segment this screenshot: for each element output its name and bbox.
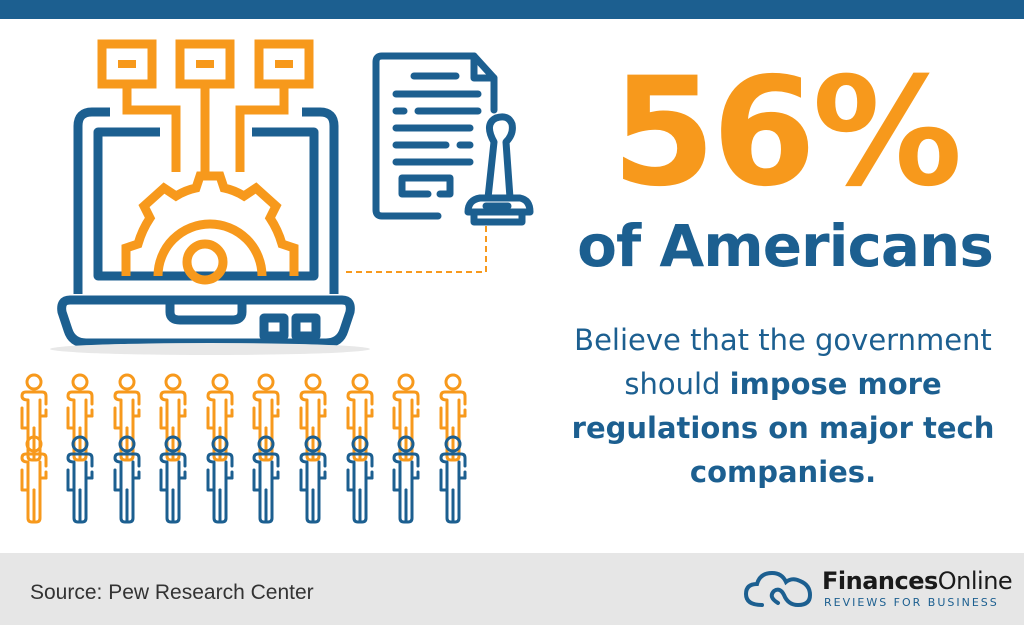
person-icon <box>20 373 48 462</box>
document-icon <box>372 52 498 220</box>
headline-percentage: 56% <box>611 46 962 220</box>
gear-icon <box>121 171 299 285</box>
person-icon <box>439 373 467 462</box>
footer: Source: Pew Research Center FinancesOnli… <box>0 553 1024 625</box>
person-icon <box>206 435 234 524</box>
brand-name: FinancesOnline <box>822 567 1013 595</box>
brand-light: Online <box>937 567 1013 595</box>
source-citation: Source: Pew Research Center <box>30 581 314 604</box>
person-icon <box>252 435 280 524</box>
desc-line-4: companies. <box>548 450 1018 494</box>
network-nodes-icon <box>97 39 314 172</box>
desc-bold: regulations on major tech <box>571 411 995 445</box>
person-icon <box>299 435 327 524</box>
person-icon <box>159 435 187 524</box>
person-icon-partial <box>66 435 94 524</box>
desc-bold: companies. <box>689 455 877 489</box>
person-icon <box>392 435 420 524</box>
person-icon <box>346 435 374 524</box>
people-pictograph <box>20 373 467 524</box>
desc-bold: impose more <box>729 367 942 401</box>
cloud-logo-icon <box>743 570 813 608</box>
tech-regulation-illustration <box>50 39 534 355</box>
desc-line-3: regulations on major tech <box>548 406 1018 450</box>
brand-bold: Finances <box>822 567 938 595</box>
person-icon <box>299 373 327 462</box>
headline-block: 56% of Americans <box>560 58 1010 278</box>
stat-description: Believe that the government should impos… <box>548 318 1018 494</box>
person-icon <box>159 373 187 462</box>
person-icon <box>439 435 467 524</box>
laptop-shadow <box>50 343 370 355</box>
desc-plain: should <box>624 367 730 401</box>
brand-tagline: REVIEWS FOR BUSINESS <box>824 596 999 609</box>
stamp-icon <box>464 113 534 226</box>
person-icon <box>66 373 94 462</box>
headline-subject: of Americans <box>577 212 994 280</box>
person-icon <box>20 435 48 524</box>
person-icon <box>113 435 141 524</box>
top-banner-bar <box>0 0 1024 19</box>
person-icon <box>346 373 374 462</box>
dashed-connector <box>342 226 487 273</box>
desc-line-1: Believe that the government <box>574 323 992 357</box>
person-icon <box>252 373 280 462</box>
person-icon <box>392 373 420 462</box>
person-icon <box>113 373 141 462</box>
person-icon <box>206 373 234 462</box>
desc-line-2: should impose more <box>548 362 1018 406</box>
financesonline-logo[interactable]: FinancesOnline REVIEWS FOR BUSINESS <box>740 567 1020 613</box>
